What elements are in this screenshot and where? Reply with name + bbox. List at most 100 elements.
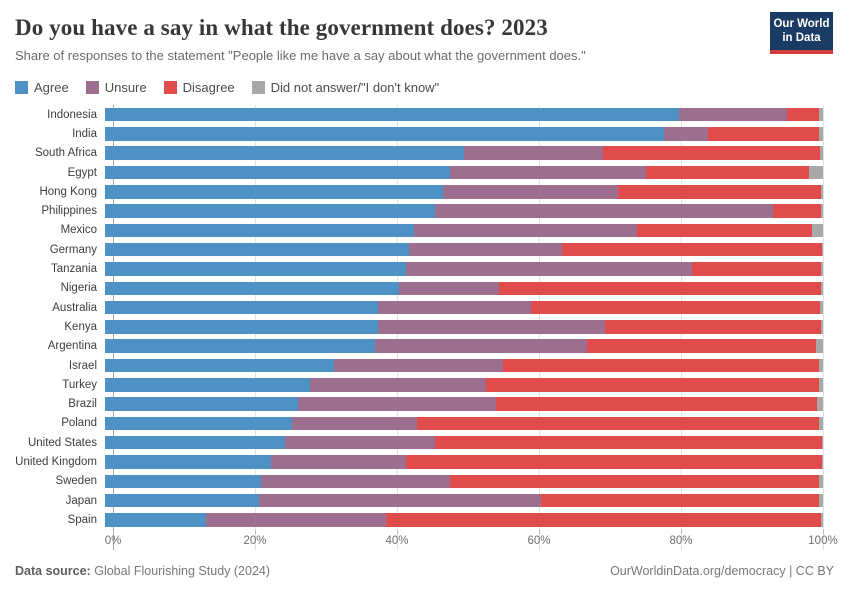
- bar-segment-nigeria-did-not-answer-i-don-t-know[interactable]: [820, 281, 823, 296]
- bar-segment-egypt-disagree[interactable]: [646, 165, 809, 180]
- bar-segment-israel-agree[interactable]: [105, 358, 335, 373]
- bar-segment-philippines-agree[interactable]: [105, 204, 435, 218]
- bar-segment-sweden-unsure[interactable]: [260, 474, 450, 489]
- bar-segment-philippines-unsure[interactable]: [434, 204, 774, 218]
- bar-segment-united-kingdom-agree[interactable]: [105, 455, 271, 469]
- bar-segment-south-africa-disagree[interactable]: [603, 146, 821, 160]
- bar-segment-argentina-agree[interactable]: [105, 339, 375, 353]
- bar-segment-south-africa-agree[interactable]: [105, 146, 464, 160]
- bar-segment-united-states-disagree[interactable]: [435, 435, 822, 450]
- bar-segment-kenya-disagree[interactable]: [604, 320, 821, 334]
- bar-segment-spain-disagree[interactable]: [385, 513, 821, 527]
- bar-segment-israel-unsure[interactable]: [334, 358, 503, 373]
- bar-segment-egypt-agree[interactable]: [105, 165, 450, 180]
- bar-segment-united-states-unsure[interactable]: [285, 435, 436, 450]
- bar-segment-kenya-unsure[interactable]: [377, 320, 605, 334]
- bar-segment-australia-agree[interactable]: [105, 300, 378, 315]
- bar-segment-hong-kong-agree[interactable]: [105, 185, 444, 199]
- bar-segment-sweden-disagree[interactable]: [449, 474, 819, 489]
- bar-segment-brazil-unsure[interactable]: [298, 397, 496, 411]
- bar-segment-mexico-did-not-answer-i-don-t-know[interactable]: [812, 223, 823, 238]
- bar-segment-israel-disagree[interactable]: [502, 358, 819, 373]
- bar-segment-germany-unsure[interactable]: [408, 242, 563, 257]
- bar-segment-tanzania-did-not-answer-i-don-t-know[interactable]: [820, 262, 823, 276]
- bar-segment-argentina-disagree[interactable]: [586, 339, 816, 353]
- bar-segment-tanzania-disagree[interactable]: [691, 262, 821, 276]
- bar-segment-argentina-unsure[interactable]: [374, 339, 587, 353]
- bar-segment-australia-disagree[interactable]: [530, 300, 821, 315]
- chart-row-australia: Australia: [0, 298, 850, 317]
- owid-logo[interactable]: Our World in Data: [770, 12, 833, 54]
- bar-segment-poland-agree[interactable]: [105, 416, 292, 431]
- bar-segment-india-agree[interactable]: [105, 127, 665, 141]
- bar-segment-nigeria-disagree[interactable]: [499, 281, 821, 296]
- legend-item-agree[interactable]: Agree: [15, 80, 69, 95]
- bar-segment-united-kingdom-unsure[interactable]: [270, 455, 406, 469]
- bar-segment-united-kingdom-disagree[interactable]: [405, 455, 822, 469]
- bar-segment-sweden-did-not-answer-i-don-t-know[interactable]: [818, 474, 823, 489]
- bar-segment-poland-disagree[interactable]: [416, 416, 819, 431]
- chart-header: Do you have a say in what the government…: [0, 0, 850, 63]
- bar-segment-poland-unsure[interactable]: [291, 416, 417, 431]
- tick-label-40pct: 40%: [385, 534, 409, 547]
- bar-segment-indonesia-did-not-answer-i-don-t-know[interactable]: [818, 107, 823, 122]
- bar-segment-united-kingdom-did-not-answer-i-don-t-know[interactable]: [821, 455, 823, 469]
- bar-segment-spain-did-not-answer-i-don-t-know[interactable]: [820, 513, 823, 527]
- bar-segment-indonesia-disagree[interactable]: [787, 107, 819, 122]
- legend-label: Unsure: [104, 80, 147, 95]
- bar-segment-indonesia-unsure[interactable]: [679, 107, 788, 122]
- bar-segment-mexico-agree[interactable]: [105, 223, 415, 238]
- bar-segment-india-unsure[interactable]: [664, 127, 709, 141]
- bar-segment-japan-unsure[interactable]: [258, 493, 541, 508]
- chart-row-egypt: Egypt: [0, 163, 850, 182]
- bar-segment-egypt-unsure[interactable]: [449, 165, 647, 180]
- legend-item-disagree[interactable]: Disagree: [163, 80, 235, 95]
- bar-segment-turkey-agree[interactable]: [105, 378, 311, 392]
- bar-segment-south-africa-unsure[interactable]: [464, 146, 604, 160]
- bar-segment-mexico-unsure[interactable]: [414, 223, 638, 238]
- bar-segment-united-states-agree[interactable]: [105, 435, 286, 450]
- bar-segment-indonesia-agree[interactable]: [105, 107, 680, 122]
- bar-segment-tanzania-unsure[interactable]: [405, 262, 692, 276]
- bar-segment-india-did-not-answer-i-don-t-know[interactable]: [818, 127, 823, 141]
- bar-segment-poland-did-not-answer-i-don-t-know[interactable]: [818, 416, 823, 431]
- bar-segment-united-states-did-not-answer-i-don-t-know[interactable]: [821, 435, 823, 450]
- bar-segment-japan-agree[interactable]: [105, 493, 259, 508]
- bar-segment-nigeria-agree[interactable]: [105, 281, 399, 296]
- bar-segment-germany-did-not-answer-i-don-t-know[interactable]: [821, 242, 823, 257]
- bar-segment-turkey-unsure[interactable]: [310, 378, 487, 392]
- bar-segment-kenya-did-not-answer-i-don-t-know[interactable]: [820, 320, 823, 334]
- bar-segment-spain-unsure[interactable]: [206, 513, 386, 527]
- bar-segment-japan-disagree[interactable]: [540, 493, 820, 508]
- bar-segment-philippines-did-not-answer-i-don-t-know[interactable]: [820, 204, 823, 218]
- bar-segment-nigeria-unsure[interactable]: [398, 281, 500, 296]
- bar-segment-kenya-agree[interactable]: [105, 320, 378, 334]
- bar-segment-tanzania-agree[interactable]: [105, 262, 406, 276]
- bar-segment-australia-did-not-answer-i-don-t-know[interactable]: [820, 300, 823, 315]
- attribution-link[interactable]: OurWorldinData.org/democracy | CC BY: [610, 563, 834, 578]
- bar-segment-hong-kong-did-not-answer-i-don-t-know[interactable]: [820, 185, 823, 199]
- bar-segment-mexico-disagree[interactable]: [637, 223, 813, 238]
- bar-segment-brazil-disagree[interactable]: [495, 397, 818, 411]
- bar-segment-south-africa-did-not-answer-i-don-t-know[interactable]: [820, 146, 823, 160]
- bar-segment-india-disagree[interactable]: [708, 127, 819, 141]
- bar-segment-egypt-did-not-answer-i-don-t-know[interactable]: [808, 165, 823, 180]
- bar-segment-hong-kong-unsure[interactable]: [443, 185, 618, 199]
- bar-segment-argentina-did-not-answer-i-don-t-know[interactable]: [815, 339, 823, 353]
- bar-segment-brazil-agree[interactable]: [105, 397, 299, 411]
- bar-segment-spain-agree[interactable]: [105, 513, 207, 527]
- bar-segment-hong-kong-disagree[interactable]: [617, 185, 821, 199]
- legend-item-unsure[interactable]: Unsure: [85, 80, 147, 95]
- bar-segment-germany-agree[interactable]: [105, 242, 409, 257]
- bar-brazil: [105, 397, 823, 411]
- bar-segment-australia-unsure[interactable]: [377, 300, 531, 315]
- bar-segment-turkey-disagree[interactable]: [486, 378, 819, 392]
- legend-item-did-not-answer-i-don-t-know[interactable]: Did not answer/"I don't know": [251, 80, 439, 95]
- bar-segment-sweden-agree[interactable]: [105, 474, 261, 489]
- bar-segment-brazil-did-not-answer-i-don-t-know[interactable]: [817, 397, 823, 411]
- bar-segment-israel-did-not-answer-i-don-t-know[interactable]: [818, 358, 823, 373]
- bar-segment-turkey-did-not-answer-i-don-t-know[interactable]: [818, 378, 823, 392]
- bar-segment-philippines-disagree[interactable]: [773, 204, 821, 218]
- bar-segment-japan-did-not-answer-i-don-t-know[interactable]: [819, 493, 823, 508]
- bar-segment-germany-disagree[interactable]: [562, 242, 822, 257]
